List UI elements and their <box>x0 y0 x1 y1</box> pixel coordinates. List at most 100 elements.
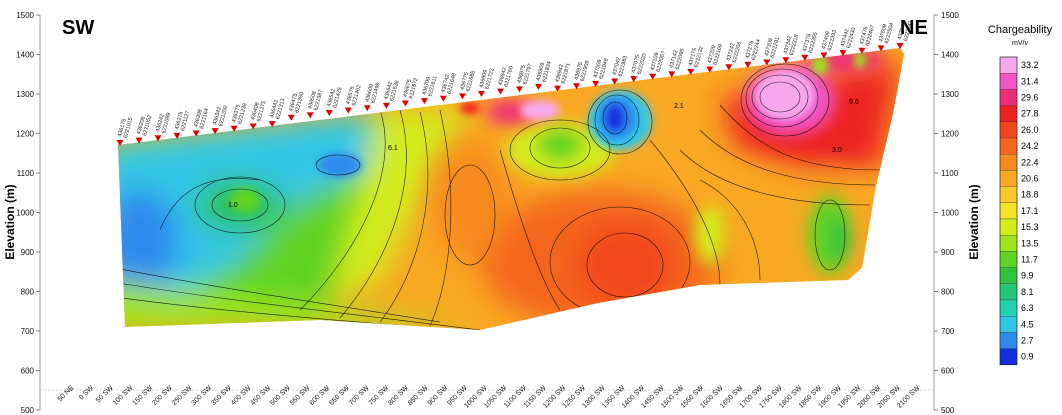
station-label: 4364086221275 <box>250 99 267 123</box>
legend-swatch <box>999 154 1018 171</box>
station-label: 4375096222504 <box>878 21 895 45</box>
legend-swatch <box>999 121 1018 139</box>
station-marker <box>306 112 314 119</box>
legend-label: 24.2 <box>1021 141 1039 151</box>
station-label: 4366426221536 <box>383 78 400 102</box>
station-marker <box>668 71 676 78</box>
y-tick-label: 1500 <box>941 11 959 20</box>
legend-swatch <box>999 105 1018 122</box>
station-label: 4366756221572 <box>403 76 420 100</box>
station-marker <box>573 83 581 90</box>
station-label: 4374766222467 <box>859 23 876 47</box>
contour-label: 3.0 <box>832 147 842 154</box>
legend-swatch <box>999 218 1018 236</box>
legend-label: 9.9 <box>1021 271 1034 281</box>
station-label: 4372096222169 <box>707 42 724 66</box>
legend-unit: mV/v <box>1012 40 1028 47</box>
station-marker <box>458 93 466 100</box>
station-label: 4366096221499 <box>364 81 381 105</box>
station-label: 4373766222355 <box>802 30 819 54</box>
station-label: 4368756221797 <box>517 62 534 86</box>
legend-label: 20.6 <box>1021 174 1039 184</box>
station-marker <box>268 121 276 128</box>
y-tick-label: 1300 <box>16 90 34 99</box>
legend-swatch <box>999 170 1018 187</box>
x-tick-label: 600 SW <box>309 384 332 407</box>
station-label: 4363086221164 <box>193 106 210 129</box>
station-label: 4367096221611 <box>422 74 439 97</box>
station-label: 4372426222206 <box>726 40 743 64</box>
station-label: 4362086221052 <box>136 113 153 137</box>
legend-swatch <box>999 73 1018 90</box>
legend-label: 17.1 <box>1021 206 1039 216</box>
station-label: 4368426221760 <box>498 64 515 88</box>
legend-swatch <box>999 186 1018 203</box>
legend-label: 15.3 <box>1021 222 1039 232</box>
legend-label: 18.8 <box>1021 190 1039 200</box>
legend-swatch <box>999 299 1018 317</box>
y-tick-label: 1400 <box>16 51 34 60</box>
station-label: 4371426222095 <box>669 47 686 71</box>
station-marker <box>211 128 219 135</box>
legend-swatch <box>999 332 1018 349</box>
legend-label: 29.6 <box>1021 93 1039 103</box>
station-marker <box>649 73 657 80</box>
legend-swatch <box>999 137 1018 155</box>
legend-label: 26.0 <box>1021 125 1039 135</box>
contour-label: 6.1 <box>388 145 398 152</box>
station-marker <box>116 140 124 146</box>
station-label: 4361756221015 <box>117 115 134 139</box>
x-tick-label: 750 SW <box>368 384 391 407</box>
station-marker <box>363 105 371 112</box>
x-tick-label: 500 SW <box>269 384 292 407</box>
station-marker <box>687 69 695 76</box>
station-marker <box>173 132 181 139</box>
legend-label: 22.4 <box>1021 157 1039 167</box>
station-marker <box>630 76 638 83</box>
y-axis-title-right: Elevation (m) <box>967 184 981 259</box>
station-marker <box>135 137 143 144</box>
station-marker <box>154 135 162 142</box>
y-tick-label: 1200 <box>941 130 959 139</box>
y-axis-right: 500 600 700 800 900 1000 1100 1200 1300 1400 1500 <box>934 11 959 415</box>
x-tick-label: 250 SW <box>171 384 194 407</box>
station-marker <box>344 107 352 114</box>
legend-swatch <box>999 348 1018 365</box>
station-label: 4375426222541 <box>897 18 914 42</box>
y-tick-label: 900 <box>941 248 955 257</box>
station-marker <box>858 47 866 54</box>
station-label: 4367756221685 <box>460 69 477 93</box>
station-marker <box>801 54 809 61</box>
legend-label: 33.2 <box>1021 60 1039 70</box>
y-tick-label: 600 <box>21 367 35 376</box>
legend-swatch <box>999 267 1018 284</box>
station-marker <box>535 83 543 90</box>
y-axis-title-left: Elevation (m) <box>3 184 17 259</box>
y-tick-label: 1500 <box>16 11 34 20</box>
legend-label: 6.3 <box>1021 303 1034 313</box>
station-label: 4362756221127 <box>174 109 191 132</box>
y-tick-label: 1200 <box>16 130 34 139</box>
station-label: 4367426221648 <box>441 71 458 95</box>
station-marker <box>401 100 409 107</box>
y-tick-label: 500 <box>941 406 955 415</box>
station-label: 4369756221909 <box>574 58 591 82</box>
legend-swatch <box>999 283 1018 301</box>
station-marker <box>230 125 238 132</box>
legend-label: 2.7 <box>1021 336 1034 346</box>
station-label: 4368096221722 <box>479 66 496 90</box>
station-marker <box>744 61 752 68</box>
station-label: 4370756222020 <box>631 51 648 75</box>
y-tick-label: 1000 <box>941 209 959 218</box>
station-label: 4374426222430 <box>840 25 857 49</box>
legend: Chargeability mV/v 33.2 31.4 29.6 27.8 26.0 2… <box>988 24 1053 366</box>
station-marker <box>249 123 257 130</box>
x-tick-label: 50 NE <box>57 384 76 403</box>
legend-label: 4.5 <box>1021 319 1034 329</box>
x-tick-label: 300 SW <box>191 384 214 407</box>
legend-swatch <box>999 202 1018 220</box>
y-tick-label: 1300 <box>941 90 959 99</box>
contour-label: 9.6 <box>849 99 859 106</box>
station-label: 4373426222318 <box>783 32 800 56</box>
